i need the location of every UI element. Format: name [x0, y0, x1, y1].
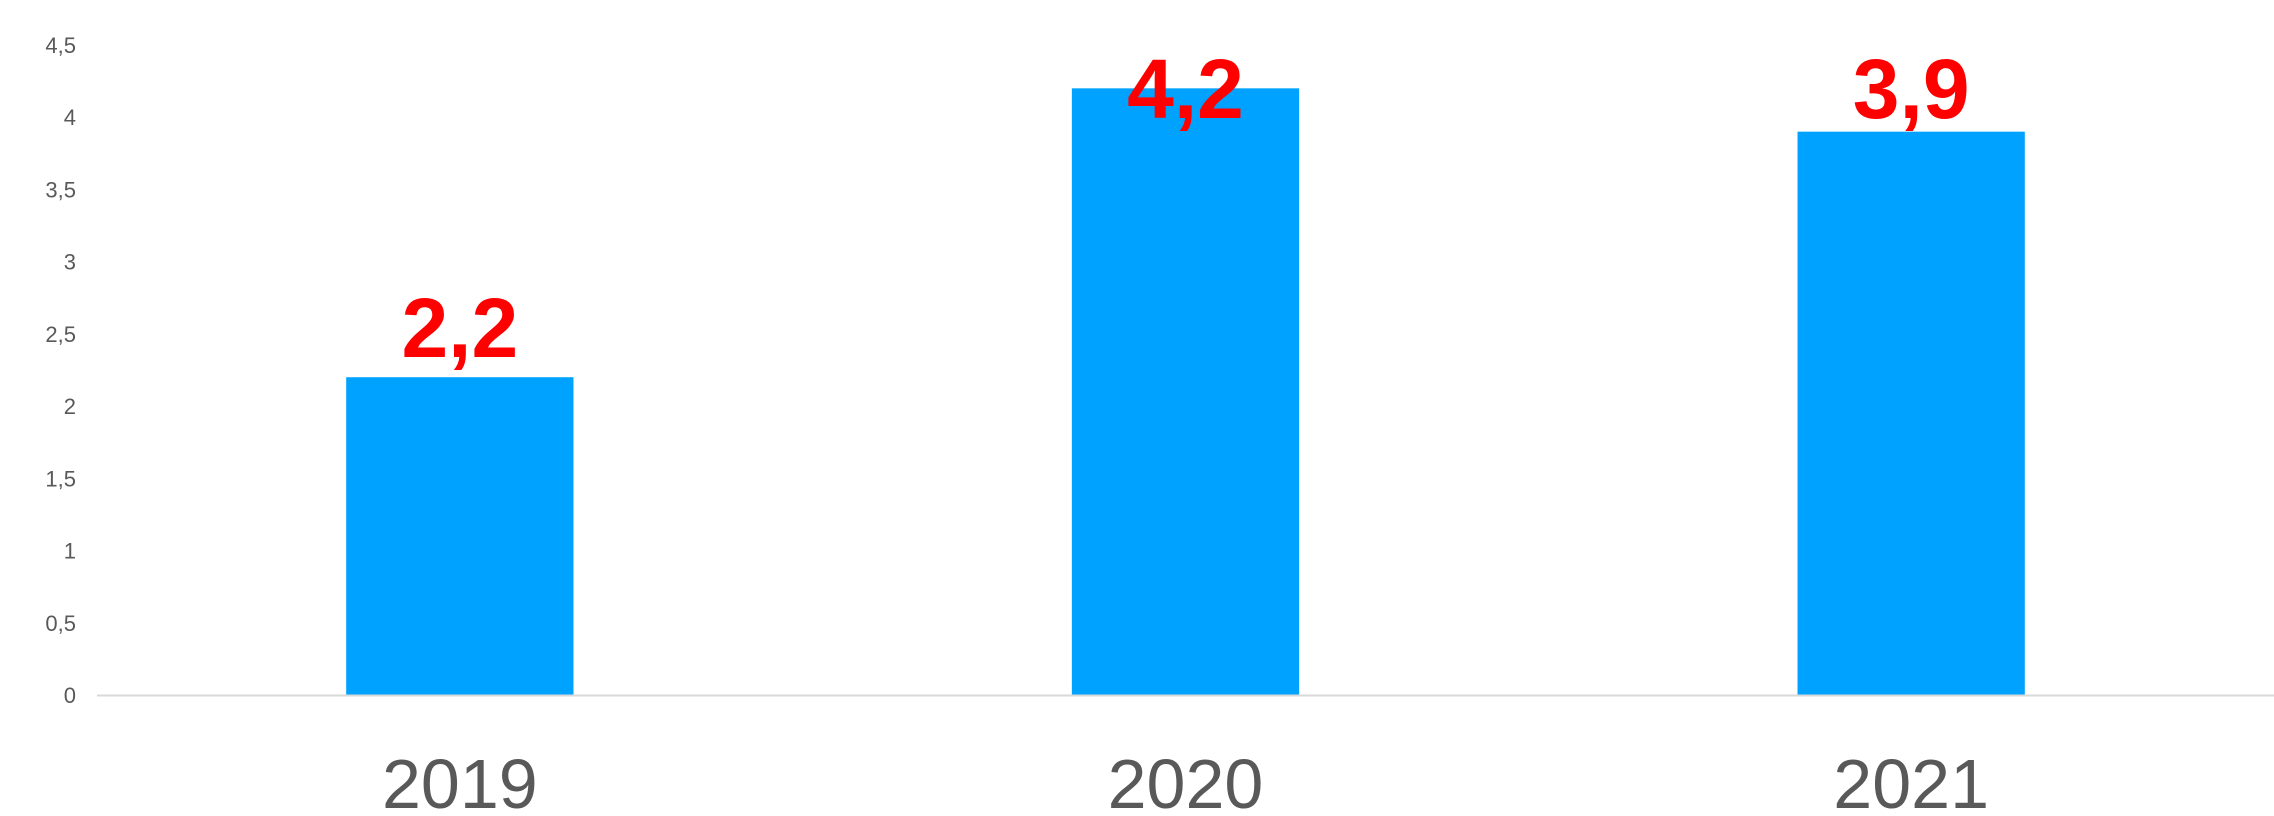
bar-2020: [1071, 88, 1300, 696]
y-tick-label: 2: [64, 394, 76, 419]
data-label: 2,2: [401, 281, 518, 375]
x-tick-label: 2020: [1108, 745, 1264, 816]
bar-2021: [1797, 131, 2025, 695]
data-label: 4,2: [1127, 42, 1244, 136]
x-axis: 2019 2020 2021: [382, 745, 1989, 816]
y-tick-label: 3,5: [45, 177, 76, 202]
bar-2019: [346, 377, 574, 695]
y-tick-label: 1,5: [45, 466, 76, 491]
y-tick-label: 2,5: [45, 322, 76, 347]
bars: [346, 88, 2025, 696]
data-labels: 2,2 4,2 3,9: [401, 42, 1969, 375]
y-axis: 0 0,5 1 1,5 2 2,5 3 3,5 4 4,5: [45, 33, 76, 708]
x-tick-label: 2021: [1833, 745, 1989, 816]
y-tick-label: 4: [64, 105, 76, 130]
y-tick-label: 0: [64, 683, 76, 708]
y-tick-label: 4,5: [45, 33, 76, 58]
x-tick-label: 2019: [382, 745, 538, 816]
y-tick-label: 1: [64, 539, 76, 564]
y-tick-label: 0,5: [45, 611, 76, 636]
y-tick-label: 3: [64, 250, 76, 275]
data-label: 3,9: [1853, 42, 1970, 136]
